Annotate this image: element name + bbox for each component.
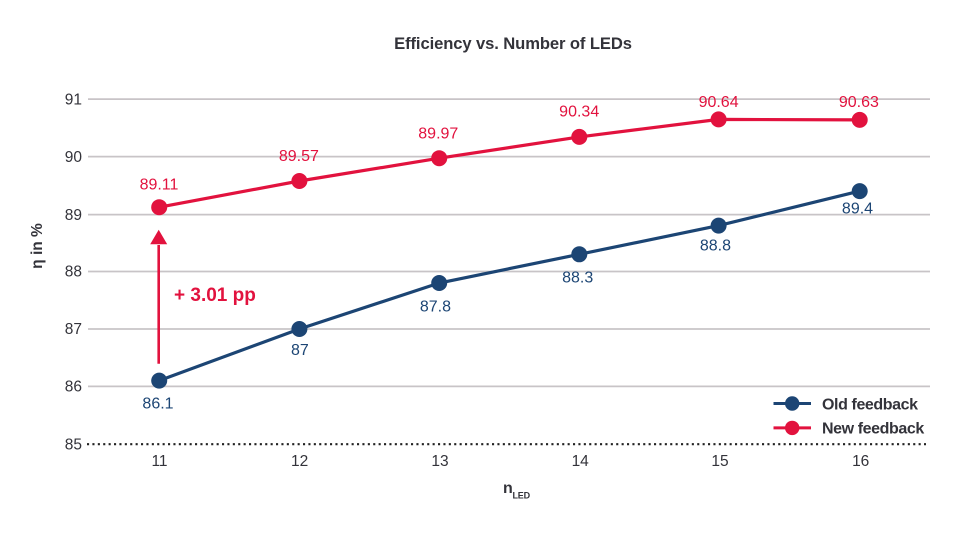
- svg-text:87: 87: [291, 342, 309, 359]
- svg-text:η in %: η in %: [29, 223, 46, 269]
- svg-text:90.34: 90.34: [559, 103, 599, 120]
- svg-text:+ 3.01 pp: + 3.01 pp: [174, 285, 256, 306]
- svg-text:88: 88: [65, 264, 82, 281]
- svg-text:New feedback: New feedback: [822, 421, 924, 438]
- svg-text:86: 86: [65, 379, 82, 396]
- svg-text:LED: LED: [513, 491, 531, 501]
- svg-text:89.11: 89.11: [140, 177, 179, 194]
- svg-text:90.63: 90.63: [839, 94, 879, 111]
- svg-text:87: 87: [65, 321, 82, 338]
- svg-text:n: n: [503, 480, 513, 497]
- svg-text:89.57: 89.57: [279, 148, 319, 165]
- svg-text:88.8: 88.8: [700, 237, 731, 254]
- svg-text:14: 14: [572, 453, 590, 470]
- svg-text:15: 15: [711, 453, 728, 470]
- svg-text:89.4: 89.4: [842, 201, 873, 218]
- svg-text:90.64: 90.64: [699, 94, 739, 111]
- svg-text:12: 12: [291, 453, 308, 470]
- svg-text:11: 11: [151, 453, 167, 470]
- svg-text:89: 89: [65, 207, 82, 224]
- svg-text:Old feedback: Old feedback: [822, 396, 918, 413]
- svg-text:90: 90: [65, 149, 83, 166]
- svg-text:88.3: 88.3: [562, 270, 593, 287]
- svg-text:16: 16: [852, 453, 869, 470]
- svg-text:86.1: 86.1: [142, 396, 173, 413]
- svg-text:Efficiency vs. Number of LEDs: Efficiency vs. Number of LEDs: [394, 34, 632, 53]
- svg-text:89.97: 89.97: [418, 125, 458, 142]
- svg-text:91: 91: [65, 91, 82, 108]
- svg-text:87.8: 87.8: [420, 299, 451, 316]
- svg-text:13: 13: [431, 453, 448, 470]
- svg-text:85: 85: [65, 436, 82, 453]
